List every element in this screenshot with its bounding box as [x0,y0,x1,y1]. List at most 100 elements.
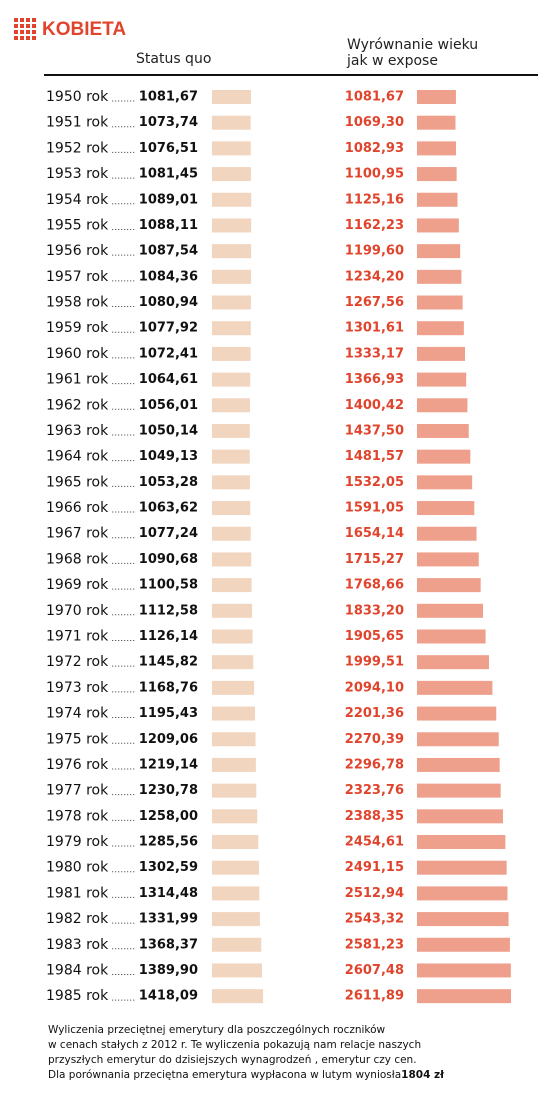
bar [212,835,259,850]
value-label: 1081,67 [139,90,198,105]
footnote: Wyliczenia przeciętnej emerytury dla pos… [48,1024,386,1036]
value-label: 2323,76 [345,783,404,798]
bar [212,192,252,207]
row-label: 1965 rok [46,474,109,490]
row-label: 1950 rok [46,89,109,105]
row-label: 1977 rok [46,783,109,799]
bar [212,167,251,182]
value-label: 1077,24 [139,526,198,541]
row-label: 1966 rok [46,500,109,516]
bar [417,449,471,464]
value-label: 2581,23 [345,937,404,952]
bar [212,501,251,516]
bar [212,269,252,284]
bar [212,629,253,644]
value-label: 1056,01 [139,398,198,413]
value-label: 1063,62 [139,501,198,516]
bar [417,732,499,747]
bar [417,423,469,438]
row-label: 1974 rok [46,706,109,722]
logo-icon [14,18,36,40]
bar [212,783,257,798]
bar [417,244,461,259]
bar [212,706,256,721]
value-label: 2491,15 [345,860,404,875]
value-label: 1768,66 [345,578,404,593]
bar [212,655,254,670]
footnote: przyszłych emerytur do dzisiejszych wyna… [48,1054,417,1066]
bar [417,526,477,541]
bar [417,706,497,721]
value-label: 1080,94 [139,295,198,310]
value-label: 1073,74 [139,115,198,130]
row-label: 1951 rok [46,115,109,131]
chart-title: KOBIETA [42,19,126,40]
value-label: 1049,13 [139,449,198,464]
value-label: 1081,67 [345,90,404,105]
bar [417,783,501,798]
bar [212,732,256,747]
bar [212,937,262,952]
bar [417,269,462,284]
bar [417,90,456,104]
bar [212,912,260,927]
bar [417,757,500,772]
value-label: 2296,78 [345,757,404,772]
bar [417,886,508,901]
value-label: 1234,20 [345,269,404,284]
bar [212,526,251,541]
value-label: 1267,56 [345,295,404,310]
value-label: 2454,61 [345,835,404,850]
value-label: 1999,51 [345,655,404,670]
value-label: 1314,48 [139,886,198,901]
bar [417,937,510,952]
row-label: 1956 rok [46,243,109,259]
value-label: 1125,16 [345,192,404,207]
value-label: 1126,14 [139,629,198,644]
value-label: 1481,57 [345,449,404,464]
row-label: 1975 rok [46,731,109,747]
bar [417,552,479,567]
value-label: 1591,05 [345,501,404,516]
bar [417,835,506,850]
value-label: 2201,36 [345,706,404,721]
bar [212,423,250,438]
bar [212,860,259,875]
bar [417,295,463,310]
row-label: 1962 rok [46,397,109,413]
value-label: 1195,43 [139,706,198,721]
value-label: 2611,89 [345,989,404,1004]
value-label: 2512,94 [345,886,404,901]
value-label: 1168,76 [139,680,198,695]
value-label: 1081,45 [139,167,198,182]
bar [212,809,258,824]
row-label: 1969 rok [46,577,109,593]
bar [212,989,264,1004]
bar [417,398,468,413]
value-label: 1209,06 [139,732,198,747]
value-label: 1162,23 [345,218,404,233]
bar [212,603,253,618]
bar [212,963,263,978]
value-label: 1833,20 [345,603,404,618]
bar [212,90,251,104]
value-label: 1064,61 [139,372,198,387]
bar [417,578,481,593]
value-label: 1050,14 [139,423,198,438]
bar [212,680,255,695]
bar [417,655,489,670]
row-label: 1973 rok [46,680,109,696]
value-label: 1112,58 [139,603,198,618]
bar [417,680,493,695]
row-label: 1972 rok [46,654,109,670]
value-label: 2607,48 [345,963,404,978]
row-label: 1981 rok [46,885,109,901]
value-label: 1089,01 [139,192,198,207]
row-label: 1979 rok [46,834,109,850]
footnote-bold: 1804 zł [401,1069,445,1081]
value-label: 1368,37 [139,937,198,952]
bar [212,218,252,233]
value-label: 1088,11 [139,218,198,233]
value-label: 1437,50 [345,423,404,438]
value-label: 2543,32 [345,912,404,927]
